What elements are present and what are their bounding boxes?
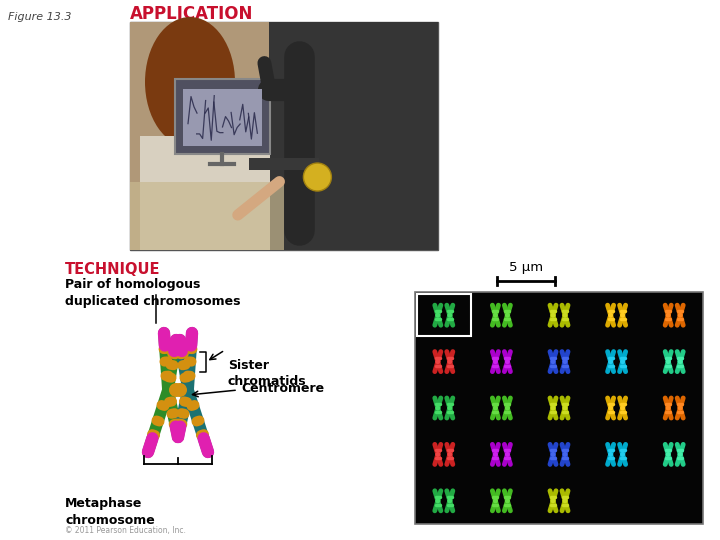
Text: © 2011 Pearson Education, Inc.: © 2011 Pearson Education, Inc. — [65, 526, 186, 535]
Circle shape — [551, 406, 556, 410]
Bar — [130, 181, 284, 250]
Circle shape — [505, 313, 510, 318]
Circle shape — [551, 498, 556, 503]
Circle shape — [666, 359, 671, 364]
Bar — [175, 79, 270, 154]
Bar — [417, 294, 471, 336]
Circle shape — [608, 313, 613, 318]
Circle shape — [505, 452, 510, 457]
Circle shape — [666, 452, 671, 457]
Circle shape — [447, 313, 452, 318]
Circle shape — [562, 452, 567, 457]
Circle shape — [562, 498, 567, 503]
Bar — [130, 22, 438, 250]
Circle shape — [436, 498, 441, 503]
Circle shape — [620, 359, 625, 364]
Circle shape — [608, 406, 613, 410]
Circle shape — [666, 313, 671, 318]
Circle shape — [493, 313, 498, 318]
Circle shape — [608, 452, 613, 457]
Bar — [130, 22, 269, 250]
Circle shape — [505, 498, 510, 503]
Bar — [269, 22, 438, 250]
Bar — [183, 89, 262, 146]
Text: 5 μm: 5 μm — [509, 261, 543, 274]
Text: Centromere: Centromere — [241, 382, 324, 395]
Circle shape — [173, 383, 187, 397]
Circle shape — [493, 498, 498, 503]
Circle shape — [678, 359, 683, 364]
Circle shape — [447, 498, 452, 503]
Circle shape — [436, 406, 441, 410]
Text: Sister
chromatids: Sister chromatids — [228, 359, 307, 388]
Bar — [249, 158, 320, 170]
Circle shape — [678, 452, 683, 457]
Circle shape — [493, 452, 498, 457]
Circle shape — [620, 406, 625, 410]
Bar — [140, 136, 270, 250]
Circle shape — [666, 406, 671, 410]
Circle shape — [447, 452, 452, 457]
Circle shape — [493, 406, 498, 410]
Circle shape — [620, 452, 625, 457]
Circle shape — [303, 163, 331, 191]
Circle shape — [551, 313, 556, 318]
Ellipse shape — [145, 17, 235, 147]
Bar — [415, 292, 703, 524]
Circle shape — [678, 406, 683, 410]
Circle shape — [505, 359, 510, 364]
Text: Pair of homologous
duplicated chromosomes: Pair of homologous duplicated chromosome… — [65, 278, 240, 307]
Text: Metaphase
chromosome: Metaphase chromosome — [65, 497, 155, 526]
Circle shape — [436, 452, 441, 457]
Circle shape — [447, 406, 452, 410]
Circle shape — [493, 359, 498, 364]
Circle shape — [678, 313, 683, 318]
Text: TECHNIQUE: TECHNIQUE — [65, 262, 161, 277]
Circle shape — [505, 406, 510, 410]
Circle shape — [436, 359, 441, 364]
Circle shape — [620, 313, 625, 318]
Text: Figure 13.3: Figure 13.3 — [8, 12, 71, 22]
Circle shape — [551, 359, 556, 364]
Circle shape — [562, 313, 567, 318]
Circle shape — [562, 406, 567, 410]
Circle shape — [169, 383, 183, 397]
Circle shape — [436, 313, 441, 318]
Circle shape — [608, 359, 613, 364]
Circle shape — [562, 359, 567, 364]
Circle shape — [551, 452, 556, 457]
Circle shape — [447, 359, 452, 364]
Text: APPLICATION: APPLICATION — [130, 5, 253, 23]
